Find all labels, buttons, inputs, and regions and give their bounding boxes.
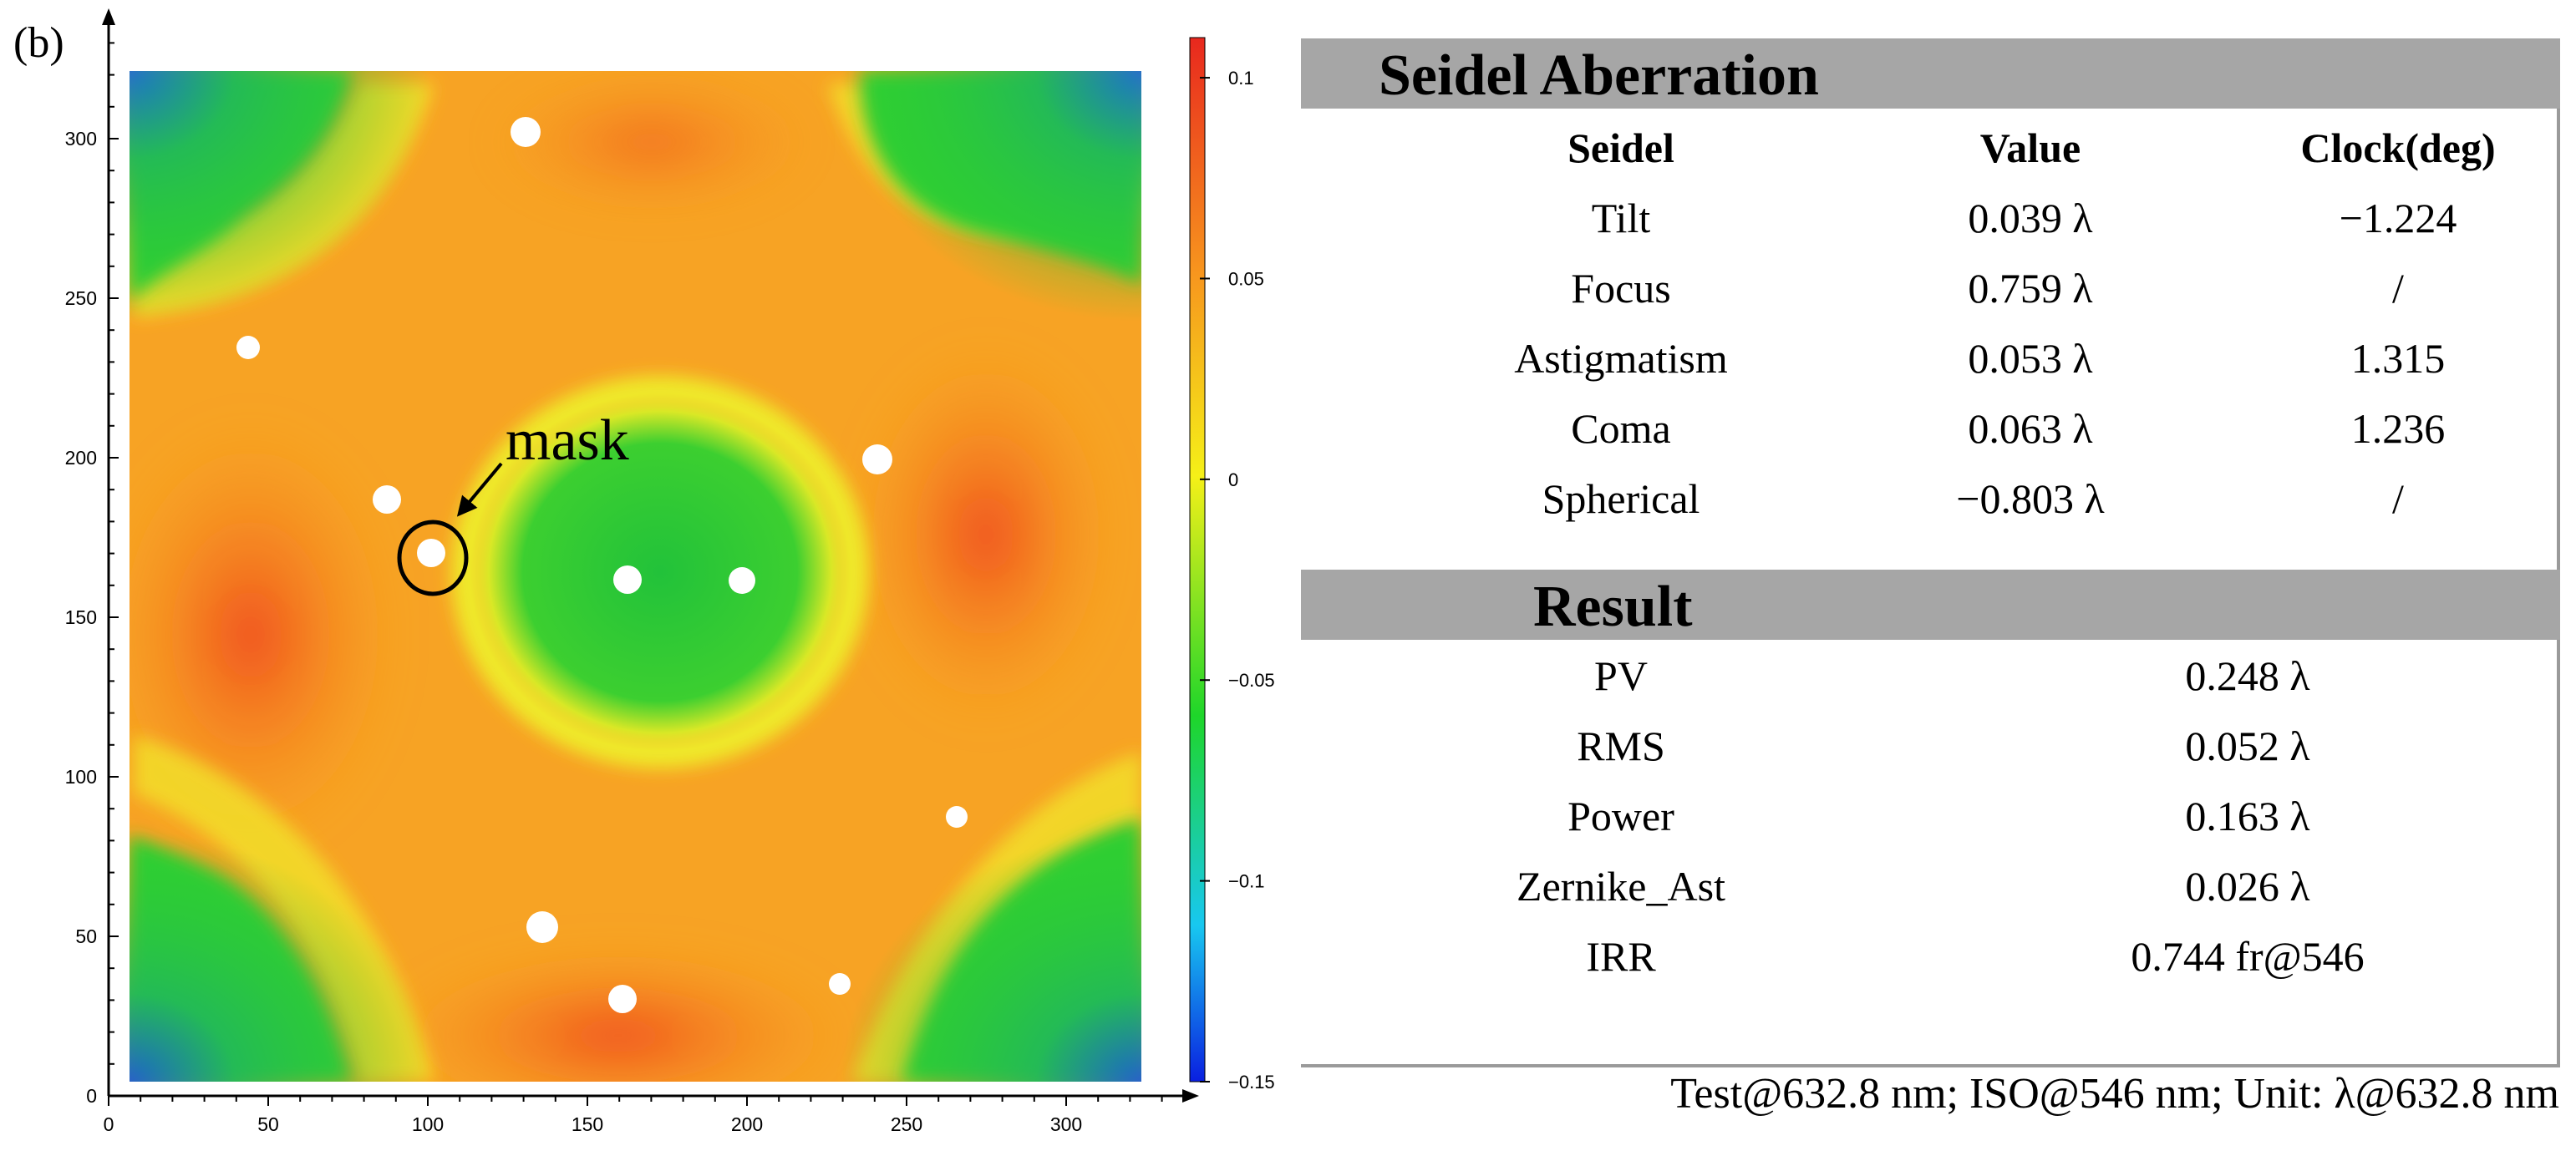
colorbar-tick-label: 0.05 [1228, 268, 1264, 289]
seidel-clock-tilt: −1.224 [2339, 195, 2457, 241]
result-name-zernike-ast: Zernike_Ast [1517, 863, 1725, 910]
result-name-power: Power [1567, 793, 1674, 839]
colorbar-tick-label: 0.1 [1228, 68, 1254, 89]
seidel-value-astigmatism: 0.053 λ [1968, 335, 2093, 382]
seidel-clock-spherical: / [2392, 475, 2404, 522]
y-tick-label: 150 [65, 606, 97, 628]
seidel-title: Seidel Aberration [1379, 43, 1819, 108]
colorbar-tick-label: −0.15 [1228, 1072, 1275, 1093]
units-footer: Test@632.8 nm; ISO@546 nm; Unit: λ@632.8… [1670, 1070, 2559, 1118]
result-title: Result [1533, 575, 1693, 639]
result-value-irr: 0.744 fr@546 [2131, 933, 2365, 980]
mask-ellipse [397, 520, 469, 596]
colorbar-tick-label: 0 [1228, 469, 1238, 490]
mask-annotation: mask [506, 408, 629, 473]
seidel-name-spherical: Spherical [1542, 475, 1700, 522]
colorbar [1189, 37, 1206, 1082]
seidel-header-clock: Clock(deg) [2300, 124, 2496, 171]
x-tick-label: 300 [1050, 1113, 1082, 1135]
y-axis-ticks: 0 50 100 150 200 250 300 [65, 42, 119, 1107]
seidel-name-tilt: Tilt [1591, 195, 1651, 241]
seidel-value-focus: 0.759 λ [1968, 265, 2093, 312]
seidel-header-value: Value [1979, 124, 2081, 171]
seidel-value-spherical: −0.803 λ [1956, 475, 2105, 522]
seidel-value-tilt: 0.039 λ [1968, 195, 2093, 241]
y-tick-label: 50 [75, 925, 97, 947]
x-tick-label: 100 [412, 1113, 444, 1135]
result-value-rms: 0.052 λ [2185, 722, 2310, 769]
x-tick-label: 0 [104, 1113, 114, 1135]
x-axis-ticks: 0 50 100 150 200 250 300 [104, 1096, 1163, 1135]
axes [102, 8, 1199, 1103]
result-name-rms: RMS [1577, 722, 1665, 769]
colorbar-tick-label: −0.1 [1228, 871, 1264, 892]
colorbar-tick-label: −0.05 [1228, 670, 1275, 691]
seidel-band [1301, 38, 2560, 109]
seidel-value-coma: 0.063 λ [1968, 405, 2093, 452]
colorbar-ticks: 0.1 0.05 0 −0.05 −0.1 −0.15 [1200, 68, 1275, 1093]
result-value-pv: 0.248 λ [2185, 652, 2310, 699]
seidel-name-coma: Coma [1571, 405, 1671, 452]
result-value-power: 0.163 λ [2185, 793, 2310, 839]
x-tick-label: 150 [572, 1113, 603, 1135]
result-value-zernike-ast: 0.026 λ [2185, 863, 2310, 910]
y-tick-label: 250 [65, 287, 97, 309]
x-tick-label: 200 [731, 1113, 763, 1135]
x-tick-label: 50 [257, 1113, 279, 1135]
result-name-pv: PV [1594, 652, 1648, 699]
seidel-name-focus: Focus [1571, 265, 1671, 312]
mask-arrow [456, 462, 503, 517]
seidel-clock-astigmatism: 1.315 [2350, 335, 2446, 382]
result-band [1301, 570, 2560, 640]
y-tick-label: 300 [65, 128, 97, 150]
seidel-clock-coma: 1.236 [2350, 405, 2446, 452]
seidel-header-name: Seidel [1567, 124, 1674, 171]
heatmap-field [130, 71, 1141, 1082]
panel-label: (b) [13, 19, 64, 67]
masked-points [236, 117, 968, 1013]
seidel-name-astigmatism: Astigmatism [1514, 335, 1728, 382]
wavefront-map-chart: mask 0 50 100 150 200 250 300 0 50 100 150 200 250 3… [65, 8, 1275, 1135]
seidel-clock-focus: / [2392, 265, 2404, 312]
y-tick-label: 200 [65, 447, 97, 469]
x-tick-label: 250 [891, 1113, 922, 1135]
y-tick-label: 100 [65, 766, 97, 788]
table-frame [1301, 38, 2560, 1067]
result-name-irr: IRR [1586, 933, 1656, 980]
y-tick-label: 0 [86, 1085, 97, 1107]
